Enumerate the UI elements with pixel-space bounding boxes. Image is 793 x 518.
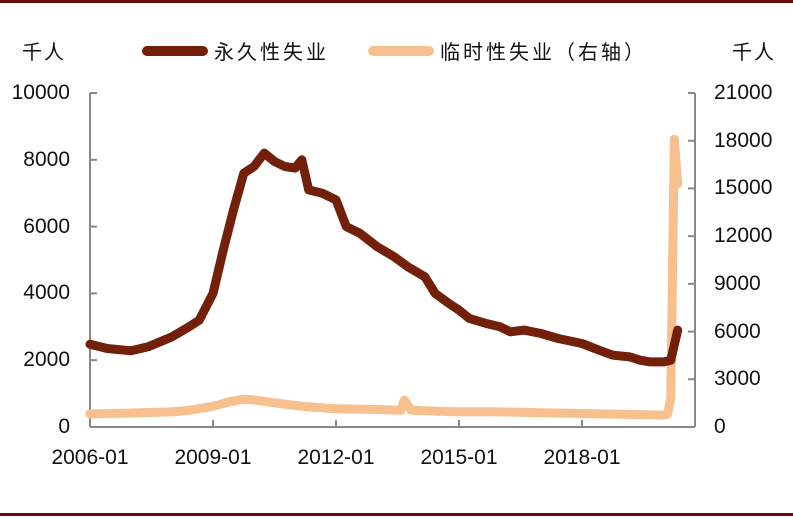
series-line-permanent (85, 148, 683, 367)
x-axis-tick-label: 2012-01 (297, 446, 375, 469)
left-axis-tick-label: 10000 (11, 81, 70, 104)
left-axis-tick-label: 6000 (23, 214, 70, 238)
x-axis-tick-label: 2006-01 (51, 446, 129, 469)
legend-swatch-permanent (142, 45, 208, 56)
left-axis-tick-label: 0 (58, 415, 70, 438)
right-axis-tick-label: 9000 (714, 271, 761, 295)
right-axis-tick-label: 6000 (714, 319, 761, 343)
legend-label-temporary: 临时性失业（右轴） (440, 40, 647, 64)
right-axis-tick-label: 0 (714, 415, 726, 438)
right-axis-tick-label: 15000 (714, 176, 773, 200)
top-frame-rule (0, 0, 793, 3)
series-line-temporary (85, 134, 683, 420)
left-axis-unit: 千人 (22, 40, 66, 64)
left-axis-tick-label: 4000 (23, 281, 70, 305)
bottom-frame-rule (0, 513, 793, 516)
right-axis-unit: 千人 (732, 40, 776, 64)
right-axis-tick-label: 12000 (714, 224, 773, 248)
left-axis-tick-label: 8000 (23, 147, 70, 171)
right-axis-tick-label: 18000 (714, 128, 773, 152)
x-axis-tick-label: 2015-01 (420, 446, 498, 469)
right-axis-tick-label: 21000 (714, 81, 773, 104)
x-axis-tick-label: 2009-01 (174, 446, 252, 469)
legend-label-permanent: 永久性失业 (214, 40, 329, 64)
legend-item-temporary: 临时性失业（右轴） (368, 36, 647, 65)
right-axis-tick-label: 3000 (714, 367, 761, 391)
axes (89, 92, 696, 428)
x-axis-tick-label: 2018-01 (543, 446, 621, 469)
legend-swatch-temporary (368, 45, 434, 56)
left-axis-tick-label: 2000 (23, 348, 70, 372)
legend-item-permanent: 永久性失业 (142, 36, 329, 65)
